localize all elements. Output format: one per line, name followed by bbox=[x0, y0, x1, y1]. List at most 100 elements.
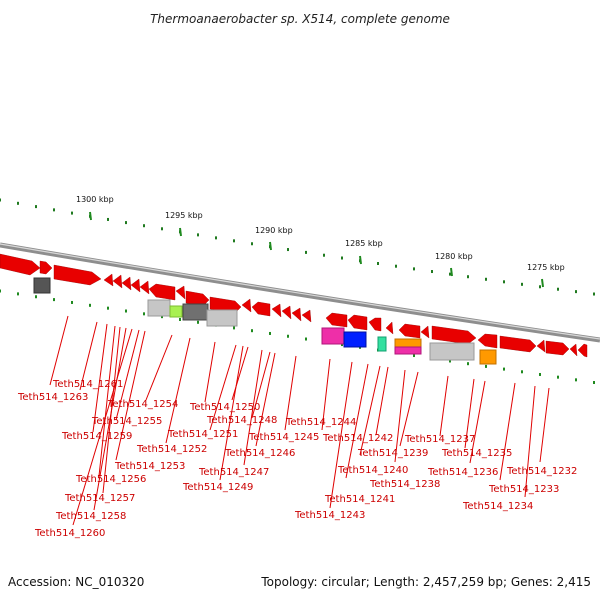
gene-arrow[interactable] bbox=[130, 278, 141, 293]
gene-label[interactable]: Teth514_1258 bbox=[55, 511, 126, 522]
minor-tick bbox=[503, 280, 505, 284]
tick-label-1300: 1300 kbp bbox=[76, 195, 114, 204]
minor-tick bbox=[575, 378, 577, 382]
minor-tick bbox=[125, 309, 127, 313]
feature-box[interactable] bbox=[394, 346, 422, 355]
gene-arrow[interactable] bbox=[325, 312, 348, 328]
gene-label[interactable]: Teth514_1251 bbox=[167, 429, 238, 440]
gene-label[interactable]: Teth514_1257 bbox=[64, 493, 135, 504]
leader-line bbox=[231, 346, 249, 401]
gene-arrow[interactable] bbox=[477, 333, 498, 349]
gene-label[interactable]: Teth514_1248 bbox=[206, 415, 277, 426]
gene-label[interactable]: Teth514_1245 bbox=[248, 432, 319, 443]
gene-label[interactable]: Teth514_1256 bbox=[75, 474, 146, 485]
gene-arrow[interactable] bbox=[241, 298, 252, 313]
minor-tick bbox=[449, 272, 451, 276]
gene-arrow[interactable] bbox=[398, 323, 421, 339]
leader-lines bbox=[49, 315, 550, 526]
gene-arrow[interactable] bbox=[251, 301, 271, 317]
gene-label[interactable]: Teth514_1234 bbox=[462, 501, 533, 512]
gene-arrow[interactable] bbox=[271, 303, 282, 318]
gene-label[interactable]: Teth514_1232 bbox=[506, 466, 577, 477]
gene-arrow[interactable] bbox=[499, 335, 537, 353]
gene-arrow[interactable] bbox=[103, 273, 114, 287]
minor-tick bbox=[71, 300, 73, 304]
gene-arrow[interactable] bbox=[301, 309, 312, 323]
minor-tick bbox=[179, 317, 181, 321]
gene-label[interactable]: Teth514_1238 bbox=[369, 479, 440, 490]
gene-label[interactable]: Teth514_1235 bbox=[441, 448, 512, 459]
gene-arrow[interactable] bbox=[112, 274, 123, 289]
leader-line bbox=[72, 328, 133, 526]
gene-label[interactable]: Teth514_1254 bbox=[107, 399, 178, 410]
gene-arrow[interactable] bbox=[185, 290, 210, 307]
gene-arrow[interactable] bbox=[148, 283, 176, 301]
feature-box[interactable] bbox=[377, 336, 387, 352]
leader-line bbox=[359, 365, 381, 456]
feature-box[interactable] bbox=[394, 338, 422, 348]
feature-box[interactable] bbox=[33, 277, 51, 294]
gene-arrow[interactable] bbox=[420, 325, 430, 339]
minor-tick bbox=[485, 277, 487, 281]
gene-arrow[interactable] bbox=[385, 321, 394, 335]
gene-label[interactable]: Teth514_1260 bbox=[34, 528, 105, 539]
minor-tick bbox=[305, 337, 307, 341]
leader-line bbox=[49, 315, 69, 386]
leader-line bbox=[98, 325, 116, 477]
gene-label[interactable]: Teth514_1240 bbox=[337, 465, 408, 476]
gene-arrow[interactable] bbox=[368, 317, 382, 332]
gene-label[interactable]: Teth514_1244 bbox=[285, 417, 356, 428]
genome-title: Thermoanaerobacter sp. X514, complete ge… bbox=[150, 12, 450, 26]
feature-box[interactable] bbox=[182, 303, 209, 321]
gene-label[interactable]: Teth514_1252 bbox=[136, 444, 207, 455]
feature-box[interactable] bbox=[169, 305, 183, 318]
feature-box[interactable] bbox=[479, 349, 497, 365]
gene-arrow[interactable] bbox=[431, 325, 477, 345]
gene-arrow[interactable] bbox=[139, 280, 150, 295]
feature-box[interactable] bbox=[429, 342, 475, 361]
gene-arrow[interactable] bbox=[0, 253, 41, 276]
gene-label[interactable]: Teth514_1255 bbox=[91, 416, 162, 427]
gene-label[interactable]: Teth514_1246 bbox=[224, 448, 295, 459]
minor-tick bbox=[17, 201, 19, 205]
gene-label[interactable]: Teth514_1242 bbox=[322, 433, 393, 444]
gene-label[interactable]: Teth514_1261 bbox=[52, 379, 123, 390]
minor-tick bbox=[269, 331, 271, 335]
gene-arrow[interactable] bbox=[39, 260, 53, 275]
gene-arrow[interactable] bbox=[121, 276, 132, 291]
gene-label[interactable]: Teth514_1249 bbox=[182, 482, 253, 493]
minor-tick bbox=[89, 303, 91, 307]
leader-line bbox=[115, 330, 146, 461]
gene-arrow[interactable] bbox=[569, 343, 578, 357]
minor-tick bbox=[35, 295, 37, 299]
gene-label[interactable]: Teth514_1239 bbox=[357, 448, 428, 459]
feature-box[interactable] bbox=[321, 327, 345, 345]
gene-arrow[interactable] bbox=[536, 339, 546, 353]
gene-arrow[interactable] bbox=[291, 307, 302, 322]
feature-box[interactable] bbox=[147, 299, 171, 317]
minor-tick bbox=[143, 224, 145, 228]
leader-line bbox=[499, 382, 516, 481]
feature-box[interactable] bbox=[343, 331, 367, 348]
gene-label[interactable]: Teth514_1250 bbox=[189, 402, 260, 413]
minor-tick bbox=[395, 264, 397, 268]
gene-label[interactable]: Teth514_1241 bbox=[324, 494, 395, 505]
gene-arrow[interactable] bbox=[209, 296, 242, 314]
gene-arrow[interactable] bbox=[545, 340, 570, 356]
gene-arrow[interactable] bbox=[577, 343, 588, 358]
gene-label[interactable]: Teth514_1243 bbox=[294, 510, 365, 521]
gene-label[interactable]: Teth514_1237 bbox=[404, 434, 475, 445]
gene-arrow[interactable] bbox=[347, 314, 368, 331]
gene-label[interactable]: Teth514_1233 bbox=[488, 484, 559, 495]
gene-arrow[interactable] bbox=[175, 285, 186, 300]
gene-label[interactable]: Teth514_1236 bbox=[427, 467, 498, 478]
gene-label[interactable]: Teth514_1259 bbox=[61, 431, 132, 442]
feature-box[interactable] bbox=[206, 309, 238, 327]
gene-arrow[interactable] bbox=[53, 264, 102, 286]
gene-label[interactable]: Teth514_1247 bbox=[198, 467, 269, 478]
gene-label[interactable]: Teth514_1263 bbox=[17, 392, 88, 403]
gene-arrow[interactable] bbox=[281, 305, 292, 320]
minor-tick bbox=[71, 211, 73, 215]
gene-label[interactable]: Teth514_1253 bbox=[114, 461, 185, 472]
feature-track bbox=[33, 277, 497, 365]
